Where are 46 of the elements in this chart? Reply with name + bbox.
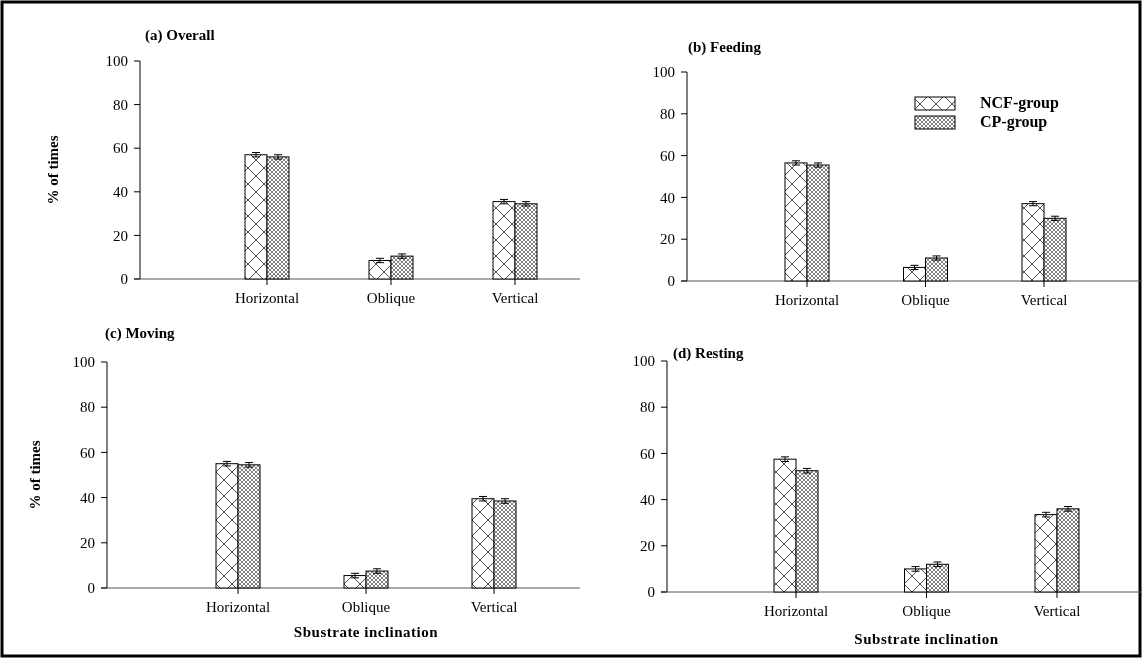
y-axis-title: % of times bbox=[27, 440, 43, 510]
x-tick-label: Oblique bbox=[366, 290, 416, 306]
y-tick-label: 0 bbox=[87, 580, 95, 597]
y-tick-label: 80 bbox=[660, 106, 675, 123]
x-axis-title: Sbustrate inclination bbox=[293, 624, 439, 640]
y-axis-title: % of times bbox=[45, 135, 61, 205]
x-axis-title: Substrate inclination bbox=[854, 631, 999, 647]
x-tick-label: Horizontal bbox=[774, 292, 840, 308]
y-tick-label: 0 bbox=[667, 273, 675, 290]
y-tick-label: 100 bbox=[105, 53, 128, 70]
x-tick-label: Vertical bbox=[470, 599, 518, 615]
y-tick-label: 20 bbox=[660, 231, 675, 248]
y-tick-label: 100 bbox=[652, 64, 675, 81]
y-tick-label: 40 bbox=[113, 184, 128, 201]
x-tick-label: Horizontal bbox=[234, 290, 300, 306]
x-tick-label: Oblique bbox=[901, 292, 950, 308]
y-tick-label: 60 bbox=[113, 140, 128, 157]
y-tick-label: 80 bbox=[640, 399, 655, 416]
x-tick-label: Oblique bbox=[902, 603, 951, 619]
y-tick-label: 80 bbox=[113, 96, 128, 113]
y-tick-label: 100 bbox=[72, 354, 95, 371]
legend-label: CP-group bbox=[980, 113, 1048, 131]
y-tick-label: 60 bbox=[80, 444, 95, 461]
chart-title: (b) Feeding bbox=[688, 39, 762, 56]
y-tick-label: 40 bbox=[80, 489, 95, 506]
y-tick-label: 60 bbox=[660, 147, 675, 164]
chart-title: (c) Moving bbox=[105, 325, 176, 342]
x-tick-label: Horizontal bbox=[205, 599, 271, 615]
y-tick-label: 80 bbox=[80, 399, 95, 416]
x-tick-label: Horizontal bbox=[763, 603, 829, 619]
y-tick-label: 0 bbox=[120, 271, 128, 288]
x-tick-label: Vertical bbox=[1033, 603, 1081, 619]
y-tick-label: 100 bbox=[632, 353, 655, 370]
x-tick-label: Vertical bbox=[1020, 292, 1068, 308]
x-tick-label: Vertical bbox=[491, 290, 539, 306]
y-tick-label: 0 bbox=[647, 584, 655, 601]
y-tick-label: 40 bbox=[660, 189, 675, 206]
y-tick-label: 40 bbox=[640, 491, 655, 508]
y-tick-label: 20 bbox=[640, 538, 655, 555]
legend-label: NCF-group bbox=[980, 94, 1059, 112]
x-tick-label: Oblique bbox=[341, 599, 391, 615]
y-tick-label: 60 bbox=[640, 445, 655, 462]
chart-title: (d) Resting bbox=[673, 345, 744, 362]
chart-title: (a) Overall bbox=[145, 27, 215, 44]
y-tick-label: 20 bbox=[80, 535, 95, 552]
y-tick-label: 20 bbox=[113, 227, 128, 244]
